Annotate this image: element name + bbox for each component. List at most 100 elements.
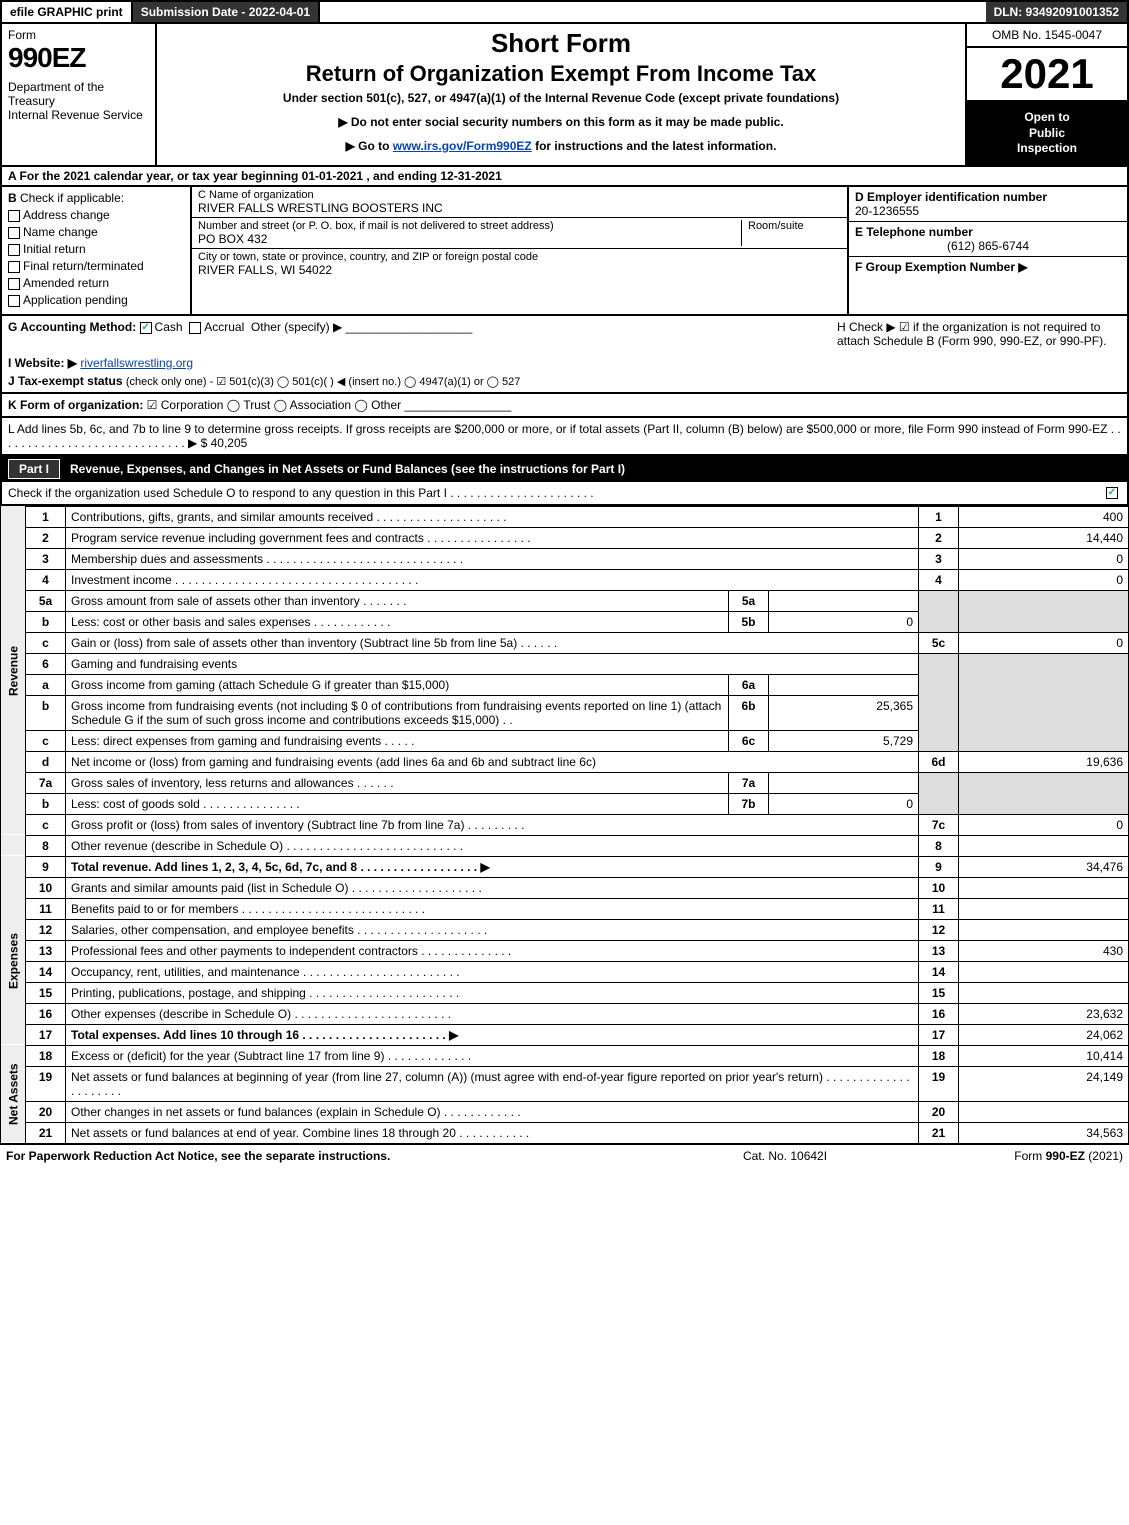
section-h: H Check ▶ ☑ if the organization is not r… (831, 320, 1121, 348)
line-2-num: 2 (26, 527, 66, 548)
line-6a-minival (769, 674, 919, 695)
line-3-num: 3 (26, 548, 66, 569)
line-5b-num: b (26, 611, 66, 632)
line-10-val (959, 877, 1129, 898)
chk-address-change[interactable]: Address change (8, 208, 184, 222)
line-15-desc: Printing, publications, postage, and shi… (66, 982, 919, 1003)
line-1-desc: Contributions, gifts, grants, and simila… (66, 506, 919, 527)
line-3-desc: Membership dues and assessments . . . . … (66, 548, 919, 569)
line-5c-box: 5c (919, 632, 959, 653)
line-6-desc: Gaming and fundraising events (66, 653, 919, 674)
part-1-check-box[interactable] (1106, 487, 1118, 499)
city-value: RIVER FALLS, WI 54022 (198, 263, 841, 277)
line-5a-num: 5a (26, 590, 66, 611)
line-6-shade-val (959, 653, 1129, 751)
line-19-box: 19 (919, 1066, 959, 1101)
line-11-val (959, 898, 1129, 919)
line-18-desc: Excess or (deficit) for the year (Subtra… (66, 1045, 919, 1066)
street-label: Number and street (or P. O. box, if mail… (198, 220, 741, 232)
line-7a-mini: 7a (729, 772, 769, 793)
website-link[interactable]: riverfallswrestling.org (80, 356, 193, 370)
line-7b-minival: 0 (769, 793, 919, 814)
section-k: K Form of organization: ☑ Corporation ◯ … (0, 394, 1129, 418)
vlabel-expenses: Expenses (1, 877, 26, 1045)
irs-link[interactable]: www.irs.gov/Form990EZ (393, 139, 532, 153)
info-grid: B Check if applicable: Address change Na… (0, 187, 1129, 316)
open-to-public: Open to Public Inspection (967, 102, 1127, 165)
chk-accrual[interactable] (189, 322, 201, 334)
line-5c-val: 0 (959, 632, 1129, 653)
line-16-num: 16 (26, 1003, 66, 1024)
line-12-box: 12 (919, 919, 959, 940)
line-20-val (959, 1101, 1129, 1122)
line-2-val: 14,440 (959, 527, 1129, 548)
section-gh: G Accounting Method: Cash Accrual Other … (0, 316, 1129, 394)
open-line1: Open to (971, 110, 1123, 126)
short-form-title: Short Form (165, 28, 957, 59)
other-specify: Other (specify) ▶ (251, 320, 342, 334)
chk-amended-return[interactable]: Amended return (8, 276, 184, 290)
check-if-applicable: Check if applicable: (20, 191, 124, 205)
line-7a-minival (769, 772, 919, 793)
line-3-val: 0 (959, 548, 1129, 569)
part-1-check-text: Check if the organization used Schedule … (8, 486, 1106, 500)
line-17-num: 17 (26, 1024, 66, 1045)
phone-value: (612) 865-6744 (855, 239, 1121, 253)
g-label: G Accounting Method: (8, 320, 136, 334)
line-5ab-shade (919, 590, 959, 632)
chk-name-change[interactable]: Name change (8, 225, 184, 239)
efile-print-label[interactable]: efile GRAPHIC print (2, 2, 133, 22)
part-1-title: Revenue, Expenses, and Changes in Net As… (70, 462, 625, 476)
line-20-box: 20 (919, 1101, 959, 1122)
chk-cash[interactable] (140, 322, 152, 334)
line-9-num: 9 (26, 856, 66, 877)
line-1-num: 1 (26, 506, 66, 527)
chk-final-return[interactable]: Final return/terminated (8, 259, 184, 273)
form-number: 990EZ (8, 42, 149, 74)
line-2-box: 2 (919, 527, 959, 548)
line-7b-mini: 7b (729, 793, 769, 814)
line-13-desc: Professional fees and other payments to … (66, 940, 919, 961)
line-7a-num: 7a (26, 772, 66, 793)
vlabel-revenue: Revenue (1, 506, 26, 835)
line-6d-box: 6d (919, 751, 959, 772)
note-ssn: ▶ Do not enter social security numbers o… (165, 115, 957, 129)
line-14-val (959, 961, 1129, 982)
line-5b-mini: 5b (729, 611, 769, 632)
line-19-desc: Net assets or fund balances at beginning… (66, 1066, 919, 1101)
open-line2: Public (971, 126, 1123, 142)
omb-number: OMB No. 1545-0047 (967, 24, 1127, 48)
header-mid: Short Form Return of Organization Exempt… (157, 24, 967, 165)
line-6d-val: 19,636 (959, 751, 1129, 772)
line-9-box: 9 (919, 856, 959, 877)
room-label: Room/suite (748, 220, 841, 232)
line-6b-desc: Gross income from fundraising events (no… (66, 695, 729, 730)
line-6b-minival: 25,365 (769, 695, 919, 730)
line-6-num: 6 (26, 653, 66, 674)
line-6-shade (919, 653, 959, 751)
part-1-label: Part I (8, 459, 60, 479)
line-16-val: 23,632 (959, 1003, 1129, 1024)
header-left: Form 990EZ Department of the Treasury In… (2, 24, 157, 165)
line-17-val: 24,062 (959, 1024, 1129, 1045)
line-12-val (959, 919, 1129, 940)
page-footer: For Paperwork Reduction Act Notice, see … (0, 1144, 1129, 1167)
line-10-num: 10 (26, 877, 66, 898)
line-15-box: 15 (919, 982, 959, 1003)
chk-initial-return[interactable]: Initial return (8, 242, 184, 256)
footer-right: Form 990-EZ (2021) (943, 1149, 1123, 1163)
line-4-val: 0 (959, 569, 1129, 590)
section-c: C Name of organization RIVER FALLS WREST… (192, 187, 847, 314)
line-7a-desc: Gross sales of inventory, less returns a… (66, 772, 729, 793)
line-14-desc: Occupancy, rent, utilities, and maintena… (66, 961, 919, 982)
line-8-box: 8 (919, 835, 959, 856)
line-2-desc: Program service revenue including govern… (66, 527, 919, 548)
line-5c-num: c (26, 632, 66, 653)
line-5a-minival (769, 590, 919, 611)
chk-application-pending[interactable]: Application pending (8, 293, 184, 307)
vlabel-revenue-cont (1, 835, 26, 856)
line-11-num: 11 (26, 898, 66, 919)
line-12-desc: Salaries, other compensation, and employ… (66, 919, 919, 940)
line-8-val (959, 835, 1129, 856)
e-label: E Telephone number (855, 225, 1121, 239)
